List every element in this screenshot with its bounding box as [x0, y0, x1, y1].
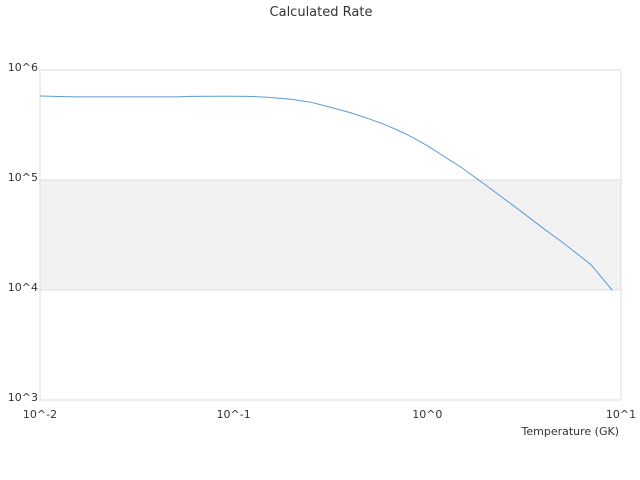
- series-layer: [39, 95, 613, 291]
- x-tick-labels: 10^-2 10^-1 10^0 10^1: [23, 408, 636, 421]
- y-tick-labels: 10^3 10^4 10^5 10^6: [8, 61, 38, 404]
- series-line: [39, 95, 613, 291]
- x-tick-label: 10^0: [412, 408, 442, 421]
- y-tick-label: 10^4: [8, 281, 38, 294]
- x-tick-label: 10^-2: [23, 408, 57, 421]
- chart-title: Calculated Rate: [270, 5, 373, 20]
- x-tick-label: 10^1: [606, 408, 636, 421]
- plot-bands: [40, 180, 621, 290]
- x-tick-label: 10^-1: [217, 408, 251, 421]
- x-axis-label: Temperature (GK): [521, 425, 620, 438]
- y-tick-label: 10^3: [8, 391, 38, 404]
- y-tick-label: 10^5: [8, 171, 38, 184]
- plot-band: [40, 180, 621, 290]
- plot-frame: [39, 69, 622, 401]
- y-tick-label: 10^6: [8, 61, 38, 74]
